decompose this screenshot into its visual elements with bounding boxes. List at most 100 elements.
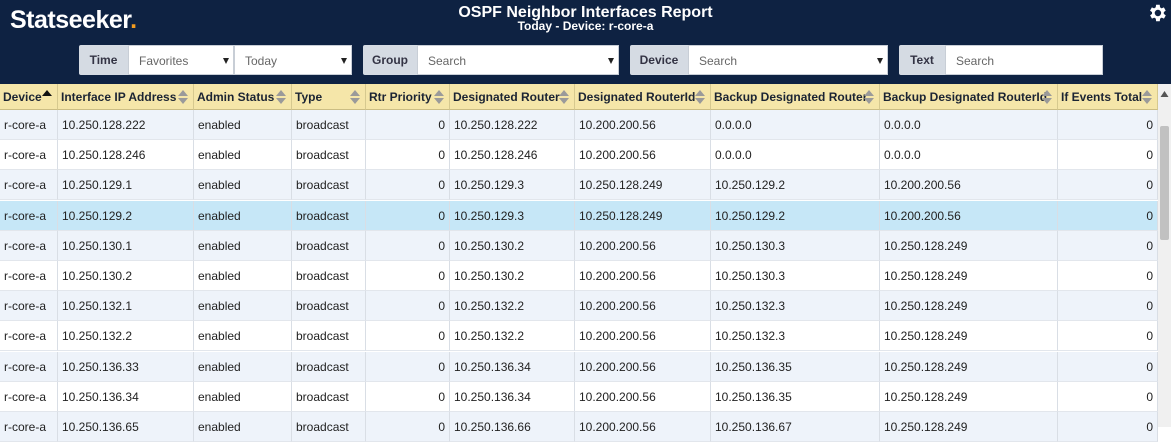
- table-cell[interactable]: 0: [1058, 321, 1158, 352]
- table-cell[interactable]: 0.0.0.0: [711, 110, 880, 140]
- filter-dropdown[interactable]: Search: [688, 45, 888, 75]
- table-cell[interactable]: 10.200.200.56: [575, 140, 711, 171]
- filter-dropdown[interactable]: Search: [417, 45, 619, 75]
- filter-input[interactable]: Search: [945, 45, 1103, 75]
- table-cell[interactable]: enabled: [194, 291, 292, 322]
- table-cell[interactable]: broadcast: [292, 140, 366, 171]
- table-cell[interactable]: 10.250.128.249: [575, 170, 711, 201]
- column-header[interactable]: Rtr Priority: [366, 84, 450, 110]
- table-cell[interactable]: 10.250.128.249: [575, 200, 711, 231]
- table-cell[interactable]: 10.250.132.2: [450, 291, 575, 322]
- table-cell[interactable]: 10.250.136.35: [711, 381, 880, 412]
- table-cell[interactable]: 10.250.128.249: [880, 351, 1058, 382]
- table-cell[interactable]: enabled: [194, 351, 292, 382]
- table-cell[interactable]: 0: [366, 351, 450, 382]
- sort-icon[interactable]: [1042, 89, 1052, 105]
- table-cell[interactable]: enabled: [194, 110, 292, 140]
- filter-dropdown[interactable]: Today: [234, 45, 352, 75]
- table-cell[interactable]: 0: [1058, 200, 1158, 231]
- table-cell[interactable]: broadcast: [292, 261, 366, 291]
- sort-icon[interactable]: [276, 89, 286, 105]
- table-cell[interactable]: 0.0.0.0: [711, 140, 880, 171]
- column-header[interactable]: Designated RouterId: [575, 84, 711, 110]
- table-cell[interactable]: r-core-a: [0, 351, 58, 382]
- table-cell[interactable]: r-core-a: [0, 261, 58, 291]
- table-cell[interactable]: 10.250.129.3: [450, 200, 575, 231]
- table-cell[interactable]: broadcast: [292, 110, 366, 140]
- column-header[interactable]: Device: [0, 84, 58, 110]
- table-cell[interactable]: 0: [1058, 140, 1158, 171]
- table-cell[interactable]: 10.250.128.222: [450, 110, 575, 140]
- table-cell[interactable]: 0: [366, 381, 450, 412]
- settings-icon[interactable]: [1146, 2, 1168, 24]
- table-cell[interactable]: enabled: [194, 261, 292, 291]
- table-cell[interactable]: 10.250.136.35: [711, 351, 880, 382]
- table-cell[interactable]: broadcast: [292, 412, 366, 442]
- table-cell[interactable]: 10.250.128.222: [58, 110, 194, 140]
- table-cell[interactable]: r-core-a: [0, 110, 58, 140]
- table-cell[interactable]: 0: [366, 170, 450, 201]
- table-cell[interactable]: broadcast: [292, 351, 366, 382]
- table-cell[interactable]: 10.200.200.56: [880, 170, 1058, 201]
- table-cell[interactable]: 0: [1058, 230, 1158, 261]
- table-cell[interactable]: 0: [366, 140, 450, 171]
- sort-icon[interactable]: [1142, 89, 1152, 105]
- table-cell[interactable]: 10.250.129.2: [711, 200, 880, 231]
- sort-icon[interactable]: [864, 89, 874, 105]
- table-cell[interactable]: 10.250.136.33: [58, 351, 194, 382]
- column-header[interactable]: Type: [292, 84, 366, 110]
- table-cell[interactable]: 10.250.130.3: [711, 261, 880, 291]
- filter-dropdown[interactable]: Favorites: [128, 45, 234, 75]
- table-cell[interactable]: 0: [366, 230, 450, 261]
- table-cell[interactable]: r-core-a: [0, 230, 58, 261]
- table-cell[interactable]: 10.200.200.56: [575, 381, 711, 412]
- table-cell[interactable]: 10.250.132.3: [711, 291, 880, 322]
- table-cell[interactable]: 0.0.0.0: [880, 140, 1058, 171]
- table-cell[interactable]: 0: [1058, 412, 1158, 442]
- table-cell[interactable]: r-core-a: [0, 381, 58, 412]
- table-cell[interactable]: enabled: [194, 230, 292, 261]
- table-cell[interactable]: broadcast: [292, 321, 366, 352]
- table-cell[interactable]: 10.200.200.56: [575, 291, 711, 322]
- sort-icon[interactable]: [434, 89, 444, 105]
- table-cell[interactable]: 10.250.128.249: [880, 321, 1058, 352]
- column-header[interactable]: Designated Router: [450, 84, 575, 110]
- table-cell[interactable]: 10.250.136.66: [450, 412, 575, 442]
- table-cell[interactable]: 10.200.200.56: [575, 230, 711, 261]
- table-cell[interactable]: 10.200.200.56: [575, 351, 711, 382]
- column-header[interactable]: Admin Status: [194, 84, 292, 110]
- column-header[interactable]: Backup Designated Router: [711, 84, 880, 110]
- table-cell[interactable]: 0: [366, 200, 450, 231]
- table-cell[interactable]: r-core-a: [0, 170, 58, 201]
- table-cell[interactable]: 10.250.132.2: [58, 321, 194, 352]
- dropdown-caret[interactable]: [223, 58, 229, 64]
- table-cell[interactable]: 10.250.136.34: [450, 351, 575, 382]
- table-cell[interactable]: 10.250.136.34: [450, 381, 575, 412]
- table-cell[interactable]: 10.250.128.246: [58, 140, 194, 171]
- table-cell[interactable]: 0: [366, 261, 450, 291]
- table-cell[interactable]: broadcast: [292, 170, 366, 201]
- sort-icon[interactable]: [559, 89, 569, 105]
- table-cell[interactable]: 10.250.129.2: [58, 200, 194, 231]
- table-cell[interactable]: 0: [1058, 291, 1158, 322]
- sort-icon[interactable]: [42, 89, 52, 105]
- table-cell[interactable]: 0: [1058, 170, 1158, 201]
- table-cell[interactable]: 10.250.128.249: [880, 381, 1058, 412]
- table-cell[interactable]: 10.250.129.2: [711, 170, 880, 201]
- table-cell[interactable]: 10.250.136.34: [58, 381, 194, 412]
- scroll-up[interactable]: [1160, 90, 1169, 98]
- table-cell[interactable]: r-core-a: [0, 291, 58, 322]
- table-cell[interactable]: 10.250.132.1: [58, 291, 194, 322]
- table-cell[interactable]: 10.250.130.2: [450, 261, 575, 291]
- table-cell[interactable]: 0: [1058, 351, 1158, 382]
- dropdown-caret[interactable]: [341, 58, 347, 64]
- scrollbar-thumb[interactable]: [1160, 126, 1169, 240]
- table-cell[interactable]: enabled: [194, 140, 292, 171]
- table-cell[interactable]: enabled: [194, 170, 292, 201]
- table-cell[interactable]: enabled: [194, 381, 292, 412]
- table-cell[interactable]: 10.250.132.2: [450, 321, 575, 352]
- table-cell[interactable]: 0: [366, 321, 450, 352]
- column-header[interactable]: Backup Designated RouterId: [880, 84, 1058, 110]
- table-cell[interactable]: 0: [366, 110, 450, 140]
- column-header[interactable]: If Events Total: [1058, 84, 1158, 110]
